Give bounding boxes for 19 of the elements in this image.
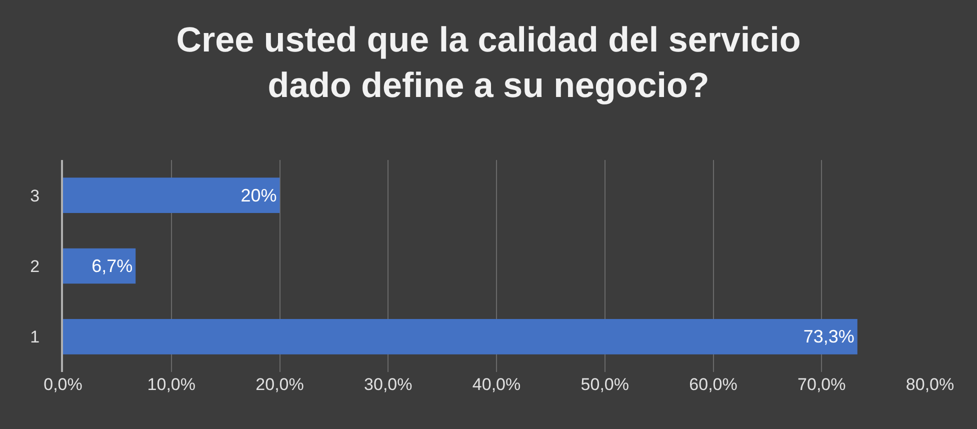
data-label: 6,7% xyxy=(92,256,133,276)
x-tick-label: 70,0% xyxy=(798,375,846,394)
data-label: 73,3% xyxy=(803,326,854,347)
x-tick-label: 60,0% xyxy=(689,375,738,394)
x-tick-label: 40,0% xyxy=(472,375,521,394)
x-tick-label: 30,0% xyxy=(364,375,412,394)
chart-title: Cree usted que la calidad del servicio dado define a su negocio? xyxy=(176,20,801,105)
y-tick-label: 2 xyxy=(30,256,40,276)
y-tick-label: 3 xyxy=(30,186,40,206)
bar xyxy=(63,248,136,284)
x-tick-label: 80,0% xyxy=(906,375,954,394)
bar xyxy=(63,178,280,213)
x-tick-label: 0,0% xyxy=(44,375,82,394)
y-tick-label: 1 xyxy=(30,328,40,347)
x-tick-label: 50,0% xyxy=(580,375,629,394)
bar xyxy=(63,319,858,354)
data-label: 20% xyxy=(240,185,277,206)
x-tick-label: 10,0% xyxy=(147,375,196,394)
x-tick-label: 20,0% xyxy=(256,375,304,394)
